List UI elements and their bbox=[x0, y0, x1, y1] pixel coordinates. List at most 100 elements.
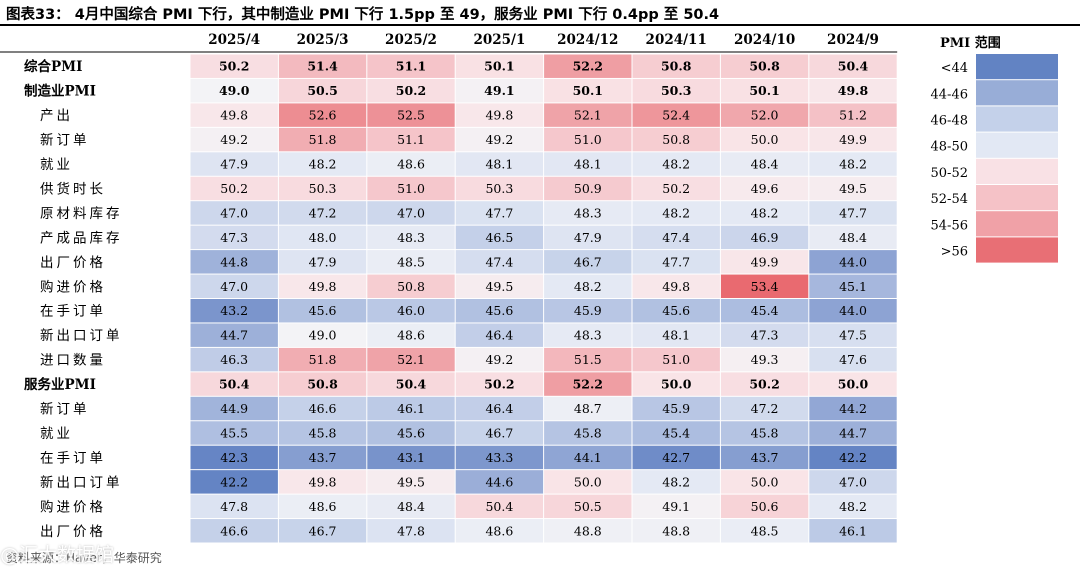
heatmap-cell bbox=[809, 323, 897, 347]
heatmap-cell bbox=[632, 54, 720, 78]
heatmap-cell bbox=[190, 201, 278, 225]
row-label: 进口数量 bbox=[40, 353, 106, 369]
heatmap-cell bbox=[455, 78, 544, 103]
heatmap-cell bbox=[278, 445, 367, 470]
heatmap-cell bbox=[278, 176, 367, 201]
legend-swatch bbox=[976, 80, 1058, 106]
cell-value: 45.6 bbox=[309, 303, 337, 318]
heatmap-cell bbox=[278, 421, 367, 445]
heatmap-cell bbox=[632, 519, 720, 543]
cell-value: 51.8 bbox=[309, 352, 337, 367]
cell-value: 52.1 bbox=[574, 108, 602, 123]
cell-value: 49.8 bbox=[662, 279, 690, 294]
heatmap-cell bbox=[190, 347, 278, 372]
legend-swatch bbox=[976, 106, 1058, 132]
cell-value: 45.8 bbox=[309, 425, 337, 440]
heatmap-cell bbox=[720, 274, 809, 298]
heatmap-cell bbox=[455, 152, 544, 176]
cell-value: 51.5 bbox=[574, 352, 602, 367]
cell-value: 50.1 bbox=[484, 59, 514, 74]
legend-label: 54-56 bbox=[931, 218, 968, 233]
heatmap-cell bbox=[809, 421, 897, 445]
cell-value: 48.2 bbox=[574, 279, 602, 294]
heatmap-cell bbox=[632, 470, 720, 494]
heatmap-cell bbox=[367, 396, 455, 421]
row-label: 出厂价格 bbox=[40, 524, 106, 540]
heatmap-cell bbox=[278, 127, 367, 152]
title-bar: 图表33： 4月中国综合 PMI 下行，其中制造业 PMI 下行 1.5pp 至… bbox=[0, 0, 1080, 26]
column-header: 2025/2 bbox=[385, 32, 437, 48]
heatmap-cell bbox=[278, 274, 367, 298]
cell-value: 50.8 bbox=[397, 279, 425, 294]
cell-value: 52.2 bbox=[573, 377, 603, 392]
heatmap-cell bbox=[190, 323, 278, 347]
cell-value: 44.6 bbox=[485, 474, 513, 489]
heatmap-cell bbox=[632, 494, 720, 519]
heatmap-cell bbox=[720, 225, 809, 250]
heatmap-cell bbox=[632, 421, 720, 445]
heatmap-cell bbox=[367, 445, 455, 470]
cell-value: 50.3 bbox=[661, 83, 691, 98]
cell-value: 52.5 bbox=[397, 108, 425, 123]
heatmap-cell bbox=[367, 470, 455, 494]
heatmap-cell bbox=[544, 103, 632, 127]
heatmap-cell bbox=[720, 421, 809, 445]
heatmap-cell bbox=[278, 372, 367, 396]
heatmap-cell bbox=[455, 225, 544, 250]
cell-value: 49.1 bbox=[662, 499, 690, 514]
legend-label: 50-52 bbox=[931, 166, 968, 181]
cell-value: 51.4 bbox=[307, 59, 338, 74]
heatmap-cell bbox=[190, 78, 278, 103]
heatmap-cell bbox=[544, 176, 632, 201]
cell-value: 44.8 bbox=[220, 254, 248, 269]
cell-value: 48.2 bbox=[309, 157, 337, 172]
heatmap-cell bbox=[455, 372, 544, 396]
heatmap-cell bbox=[809, 519, 897, 543]
heatmap-cell bbox=[720, 78, 809, 103]
cell-value: 50.4 bbox=[219, 377, 250, 392]
heatmap-cell bbox=[278, 103, 367, 127]
heatmap-cell bbox=[809, 250, 897, 274]
watermark: @汇大数据馆 bbox=[0, 544, 115, 566]
row-label: 就业 bbox=[40, 426, 73, 442]
heatmap-cell bbox=[544, 54, 632, 78]
heatmap-cell bbox=[544, 225, 632, 250]
cell-value: 45.6 bbox=[485, 303, 513, 318]
cell-value: 45.4 bbox=[751, 303, 779, 318]
cell-value: 46.7 bbox=[309, 523, 337, 538]
row-label: 购进价格 bbox=[40, 279, 106, 295]
cell-value: 47.5 bbox=[839, 328, 867, 343]
cell-value: 50.8 bbox=[661, 59, 692, 74]
heatmap-cell bbox=[720, 396, 809, 421]
cell-value: 50.3 bbox=[485, 181, 513, 196]
heatmap-cell bbox=[190, 54, 278, 78]
legend-swatch bbox=[976, 54, 1058, 80]
cell-value: 42.3 bbox=[220, 450, 248, 465]
heatmap-cell bbox=[190, 445, 278, 470]
heatmap-cell bbox=[720, 54, 809, 78]
row-label: 在手订单 bbox=[40, 304, 106, 320]
cell-value: 49.0 bbox=[309, 328, 337, 343]
cell-value: 47.6 bbox=[839, 352, 867, 367]
heatmap-cell bbox=[544, 299, 632, 323]
cell-value: 48.4 bbox=[839, 230, 867, 245]
heatmap-cell bbox=[455, 201, 544, 225]
cell-value: 49.2 bbox=[485, 352, 513, 367]
row-label: 综合PMI bbox=[24, 58, 82, 75]
cell-value: 48.4 bbox=[397, 499, 425, 514]
heatmap-cell bbox=[809, 445, 897, 470]
heatmap-cell bbox=[278, 152, 367, 176]
heatmap-cell bbox=[809, 176, 897, 201]
heatmap-cell bbox=[367, 347, 455, 372]
cell-value: 52.2 bbox=[573, 59, 603, 74]
heatmap-cell bbox=[720, 372, 809, 396]
cell-value: 47.3 bbox=[751, 328, 779, 343]
heatmap-cell bbox=[455, 445, 544, 470]
heatmap-cell bbox=[544, 152, 632, 176]
heatmap-cell bbox=[632, 323, 720, 347]
cell-value: 46.1 bbox=[397, 401, 425, 416]
cell-value: 51.8 bbox=[309, 132, 337, 147]
cell-value: 51.1 bbox=[397, 132, 425, 147]
cell-value: 52.1 bbox=[397, 352, 425, 367]
heatmap-cell bbox=[455, 421, 544, 445]
